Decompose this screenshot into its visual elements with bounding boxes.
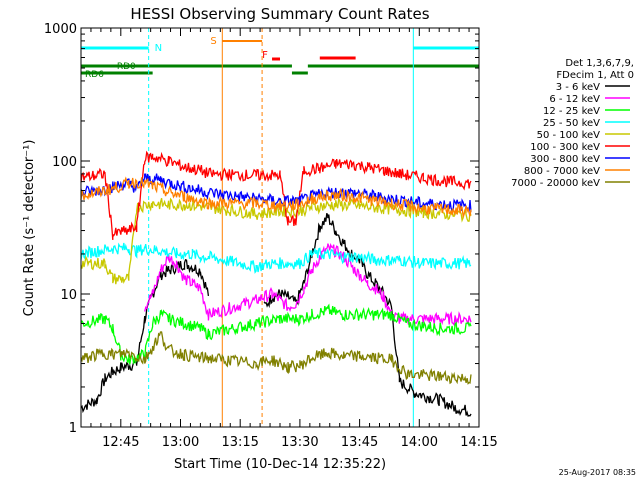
legend-entry-label: 50 - 100 keV (537, 130, 601, 141)
legend-entry-label: 7000 - 20000 keV (511, 178, 600, 189)
x-axis: 12:45 13:00 13:15 13:30 13:45 14:00 14:15 (80, 28, 498, 450)
y-tick-label: 1 (69, 421, 77, 436)
y-tick-label: 10 (60, 288, 77, 303)
legend-entry-label: 25 - 50 keV (543, 118, 600, 129)
legend-entry-label: 100 - 300 keV (530, 142, 600, 153)
x-tick-label: 13:45 (341, 435, 378, 450)
series-line (80, 173, 472, 213)
x-tick-label: 14:15 (460, 435, 497, 450)
y-tick-label: 1000 (44, 22, 77, 37)
series-line (144, 242, 472, 327)
x-tick-label: 13:15 (221, 435, 258, 450)
legend-entry-label: 6 - 12 keV (549, 94, 600, 105)
x-tick-label: 14:00 (401, 435, 438, 450)
legend: Det 1,3,6,7,9,FDecim 1, Att 03 - 6 keV6 … (511, 58, 634, 189)
y-axis: 1 10 100 1000 (44, 22, 479, 436)
x-tick-label: 12:45 (102, 435, 139, 450)
render-timestamp: 25-Aug-2017 08:35 (559, 468, 636, 477)
legend-header: Det 1,3,6,7,9, (565, 58, 634, 69)
y-tick-label: 100 (52, 155, 77, 170)
series-line (80, 212, 472, 417)
legend-header: FDecim 1, Att 0 (556, 70, 634, 81)
x-tick-label: 13:00 (162, 435, 199, 450)
chart-title: HESSI Observing Summary Count Rates (130, 5, 429, 23)
legend-entry-label: 300 - 800 keV (530, 154, 600, 165)
x-axis-label: Start Time (10-Dec-14 12:35:22) (174, 457, 386, 472)
flare-flag-label: F (262, 50, 268, 61)
rd6-flag-label: RD6 (85, 70, 104, 80)
saa-flag-label: S (210, 36, 216, 47)
legend-entry-label: 12 - 25 keV (543, 106, 600, 117)
series-line (80, 150, 472, 240)
series-line (80, 176, 472, 219)
legend-entry-label: 3 - 6 keV (556, 82, 600, 93)
y-axis-label: Count Rate (s⁻¹ detector⁻¹) (22, 140, 37, 317)
rd0-flag-label: RD0 (117, 62, 136, 72)
legend-entry-label: 800 - 7000 keV (524, 166, 600, 177)
series-line (80, 242, 472, 274)
x-tick-label: 13:30 (281, 435, 318, 450)
series-line (80, 331, 472, 385)
series-layer (80, 150, 472, 417)
night-flag-label: N (155, 43, 162, 54)
